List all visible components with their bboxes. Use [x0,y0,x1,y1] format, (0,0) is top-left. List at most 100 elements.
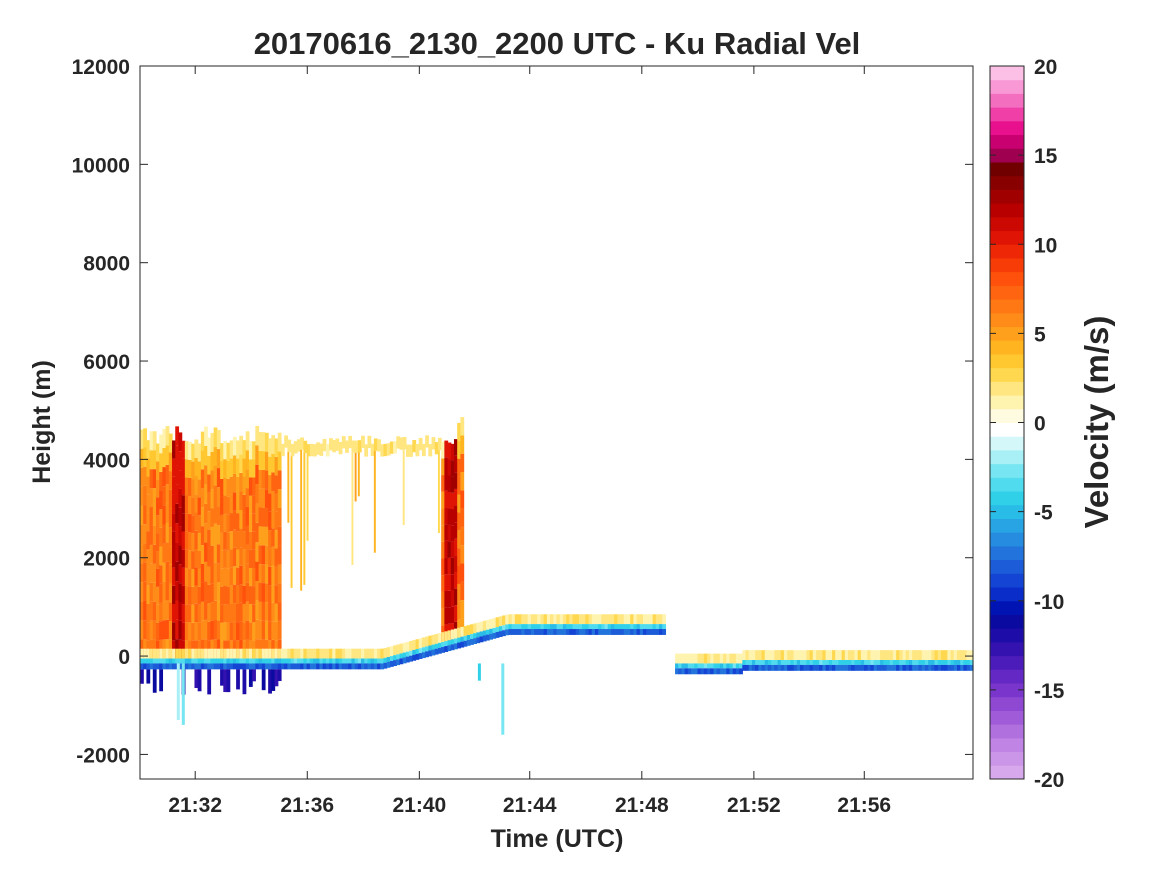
velocity-cell [617,624,622,630]
velocity-cell [210,648,215,659]
velocity-cell [639,624,644,630]
velocity-cell [197,533,202,552]
velocity-cell [912,660,916,665]
velocity-cell [626,629,631,635]
velocity-cell [264,545,269,565]
velocity-cell [412,640,417,650]
velocity-cell [582,629,586,635]
velocity-cell [341,436,346,449]
velocity-cell [232,529,237,548]
velocity-cell [662,629,667,635]
velocity-cell [457,494,461,513]
velocity-cell [300,658,304,664]
velocity-cell [604,624,609,630]
x-axis-ticks: 21:32 21:36 21:40 21:44 21:48 21:52 21:56 [168,66,891,817]
velocity-cell [184,622,189,641]
velocity-cell [146,585,151,604]
velocity-cell [748,650,753,661]
velocity-cell [463,640,468,647]
velocity-cell [457,627,461,638]
velocity-cell [489,633,494,640]
velocity-cell [655,624,660,630]
velocity-cell [284,658,288,664]
velocity-cell [620,629,625,635]
velocity-cell [806,664,811,671]
velocity-cell [191,658,196,664]
velocity-cell [630,614,634,625]
velocity-cell [582,624,586,630]
velocity-cell [354,658,359,664]
velocity-cell [172,440,176,459]
velocity-cell [306,456,309,541]
velocity-cell [168,452,173,472]
colorbar-tick-label: -15 [1034,680,1065,703]
velocity-cell [178,658,183,664]
velocity-cell [322,438,327,452]
velocity-cell [594,614,599,625]
velocity-cell [719,653,724,664]
velocity-cell [514,624,519,630]
velocity-cell [332,658,337,664]
velocity-cell [396,659,401,666]
velocity-cell [207,663,212,670]
velocity-cell [220,669,224,686]
velocity-cell [351,658,356,664]
colorbar-swatch [990,175,1024,190]
velocity-cell [258,450,263,470]
velocity-cell [172,658,176,664]
velocity-cell [191,443,196,462]
velocity-cell [239,658,244,664]
velocity-cell [152,431,157,451]
velocity-cell [245,431,250,451]
velocity-cell [255,648,260,659]
velocity-cell [223,531,228,550]
velocity-cell [867,664,872,671]
velocity-cell [960,650,964,661]
velocity-cell [258,663,263,670]
velocity-cell [748,660,753,665]
velocity-cell [777,664,782,671]
velocity-cell [572,614,577,625]
velocity-cell [216,648,221,659]
velocity-cell [184,663,189,670]
velocity-cell [175,426,180,446]
velocity-cell [245,663,250,670]
velocity-cell [646,614,651,625]
velocity-cell [944,660,948,665]
velocity-cell [232,566,237,585]
velocity-cell [444,641,449,647]
velocity-cell [149,450,154,470]
velocity-cell [162,620,167,640]
velocity-cell [940,650,945,661]
velocity-cell [226,604,231,623]
velocity-cell [780,664,785,671]
velocity-cell [207,658,212,664]
velocity-cell [181,458,186,478]
velocity-cell [178,451,183,471]
velocity-cell [732,668,737,675]
velocity-cell [659,629,663,635]
velocity-cell [559,614,564,625]
velocity-cell [197,551,202,569]
velocity-cell [264,564,269,584]
velocity-cell [319,443,324,456]
velocity-cell [905,664,910,671]
velocity-cell [258,488,263,508]
velocity-cell [271,663,276,670]
velocity-cell [274,603,279,622]
velocity-cell [546,629,551,635]
velocity-cell [755,650,759,661]
velocity-cell [245,648,250,659]
colorbar-swatch [990,669,1024,684]
velocity-cell [457,512,461,531]
velocity-cell [370,443,375,457]
velocity-cell [149,620,154,640]
velocity-cell [248,567,253,587]
velocity-cell [268,493,272,512]
x-tick-label: 21:36 [280,794,334,817]
velocity-cell [210,663,215,670]
velocity-cell [258,601,263,621]
velocity-cell [348,435,353,449]
velocity-cell [447,491,452,509]
velocity-cell [393,645,397,656]
